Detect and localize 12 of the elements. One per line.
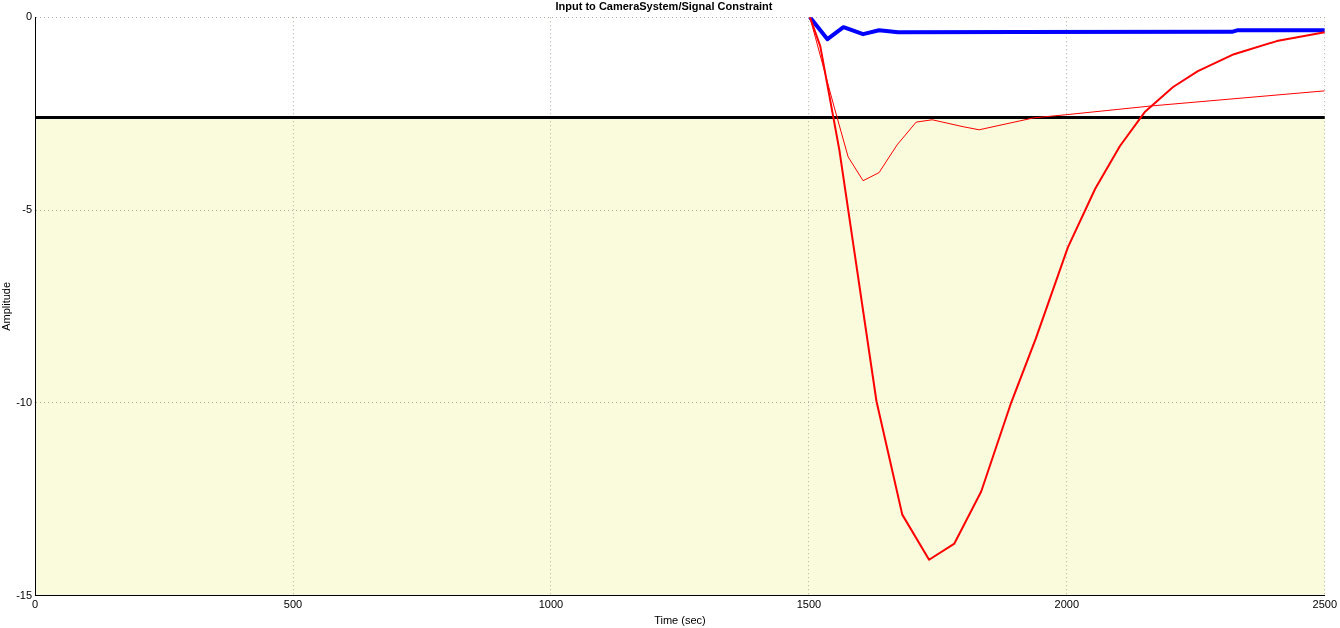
y-tick-label: 0 [25,10,33,23]
x-tick-label: 500 [283,598,303,611]
x-tick-label: 2000 [1054,598,1080,611]
chart-title: Input to CameraSystem/Signal Constraint [555,0,773,12]
x-tick-label: 1500 [796,598,822,611]
y-axis-title: Amplitude [0,281,12,331]
x-tick-label: 2500 [1312,598,1338,611]
y-tick-label: -15 [16,588,33,601]
y-tick-label: -5 [22,203,33,216]
x-tick-label: 1000 [538,598,564,611]
y-tick-label: -10 [16,395,33,408]
x-axis-title: Time (sec) [654,614,706,627]
